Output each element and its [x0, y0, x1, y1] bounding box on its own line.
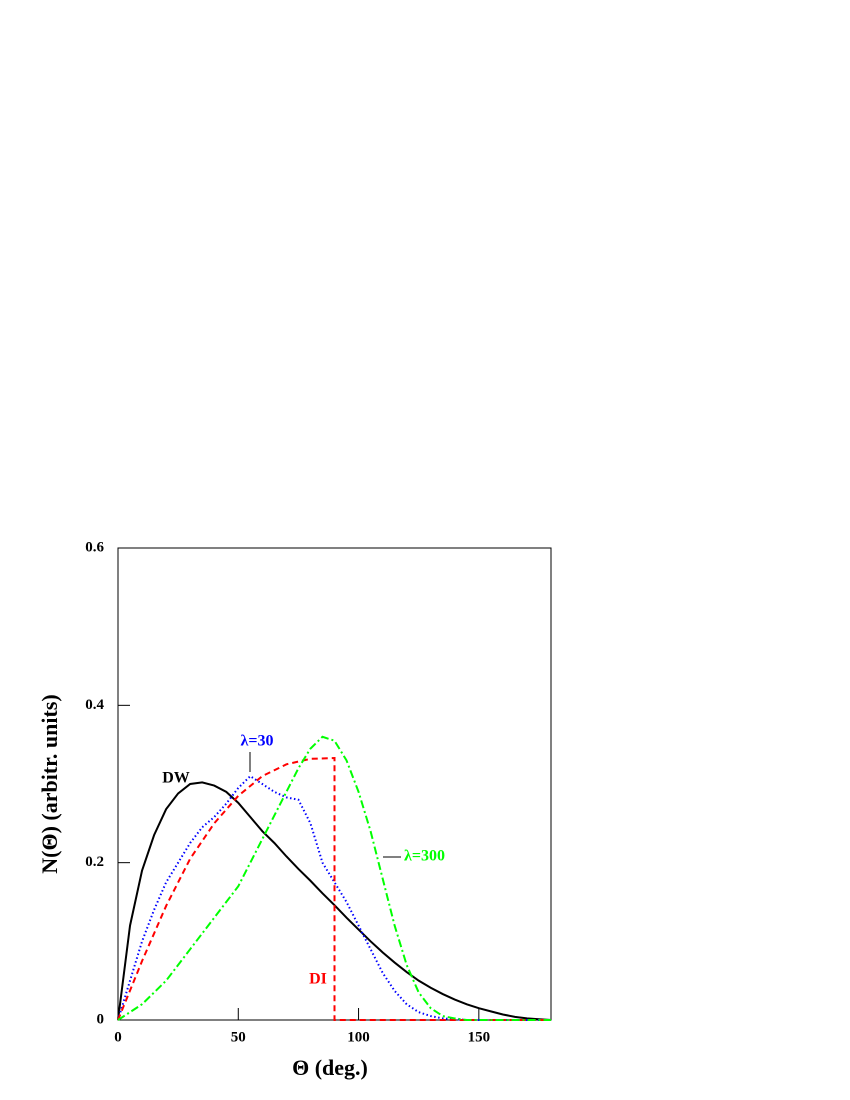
y-tick-label: 0.6 — [85, 539, 104, 555]
x-tick-label: 150 — [468, 1029, 491, 1045]
line-series — [117, 781, 552, 1021]
x-tick-label: 100 — [347, 1029, 370, 1045]
line-series — [117, 757, 551, 1021]
y-tick-label: 0.4 — [85, 697, 104, 713]
line-series — [117, 735, 551, 1021]
annotation: DI — [309, 971, 327, 988]
annotation: DW — [162, 770, 190, 787]
annotation: λ=300 — [404, 848, 445, 865]
y-tick-label: 0 — [97, 1011, 105, 1027]
x-tick-label: 0 — [114, 1029, 122, 1045]
annotation: λ=30 — [241, 733, 274, 750]
x-tick-label: 50 — [231, 1029, 246, 1045]
y-axis-label: N(Θ) (arbitr. units) — [37, 694, 62, 873]
line-series — [117, 774, 551, 1021]
x-axis-label: Θ (deg.) — [292, 1055, 368, 1080]
y-tick-label: 0.2 — [85, 854, 104, 870]
